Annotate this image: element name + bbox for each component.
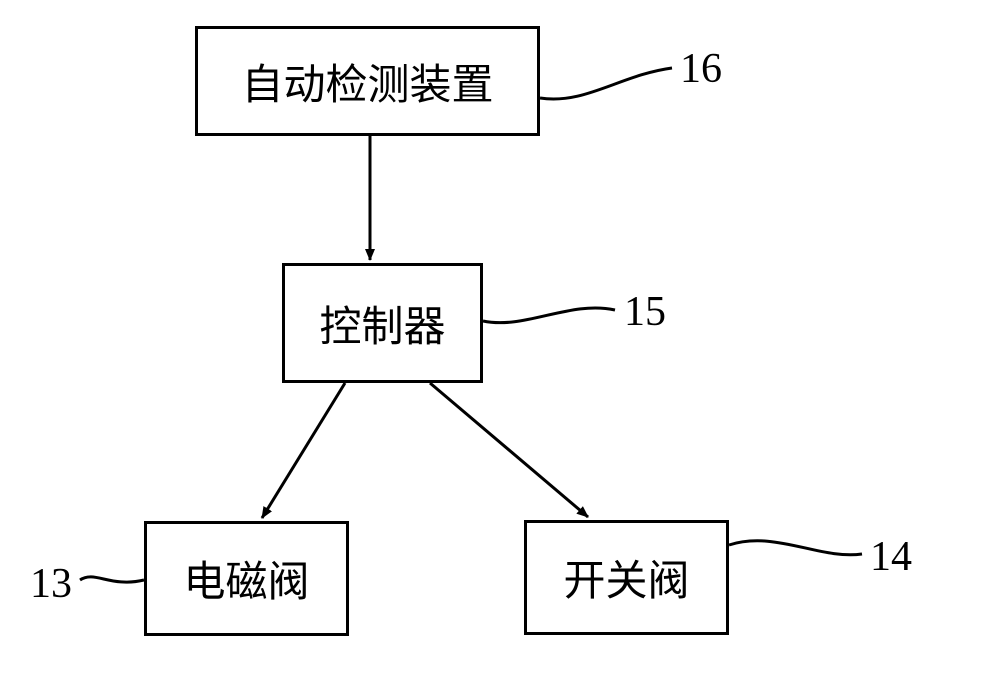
ref-16: 16 [680, 45, 722, 93]
edge-controller-switch [430, 383, 588, 517]
ref-13: 13 [30, 560, 72, 608]
leader-13 [80, 577, 144, 582]
leader-15 [483, 308, 615, 323]
node-detect: 自动检测装置 [195, 26, 540, 136]
ref-14: 14 [870, 533, 912, 581]
node-controller: 控制器 [282, 263, 483, 383]
node-solenoid-label: 电磁阀 [183, 548, 309, 609]
node-detect-label: 自动检测装置 [241, 51, 493, 112]
diagram-canvas: 自动检测装置 控制器 电磁阀 开关阀 16 15 13 14 [0, 0, 1000, 677]
node-switch: 开关阀 [524, 520, 729, 635]
node-switch-label: 开关阀 [563, 547, 689, 608]
node-solenoid: 电磁阀 [144, 521, 349, 636]
leader-14 [729, 541, 862, 555]
ref-15: 15 [624, 288, 666, 336]
edge-controller-solenoid [262, 383, 345, 518]
leader-16 [540, 68, 672, 99]
node-controller-label: 控制器 [319, 293, 445, 354]
